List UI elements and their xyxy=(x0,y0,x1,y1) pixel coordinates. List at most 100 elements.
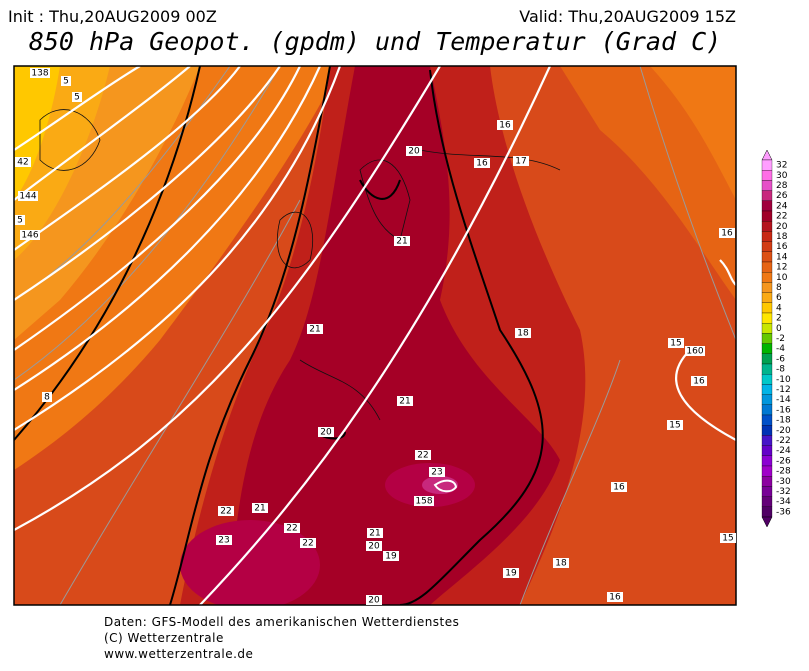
legend-swatch xyxy=(761,363,773,375)
map-title: 850 hPa Geopot. (gpdm) und Temperatur (G… xyxy=(29,27,721,56)
legend-label: -28 xyxy=(776,467,791,477)
legend-label: 12 xyxy=(776,263,787,273)
contour-label: 17 xyxy=(515,157,526,167)
contour-label: 22 xyxy=(220,507,231,517)
legend-swatch xyxy=(761,210,773,222)
contour-label: 21 xyxy=(254,504,265,514)
contour-label: 20 xyxy=(408,147,420,157)
legend-label: -4 xyxy=(776,344,785,354)
legend-label: -34 xyxy=(776,497,791,507)
valid-time: Valid: Thu,20AUG2009 15Z xyxy=(519,7,736,26)
footer-line: www.wetterzentrale.de xyxy=(104,647,253,661)
contour-label: 21 xyxy=(369,529,380,539)
legend-swatch xyxy=(761,353,773,365)
legend-label: 18 xyxy=(776,232,788,242)
legend-swatch xyxy=(761,394,773,405)
legend-swatch xyxy=(761,302,773,314)
legend-arrow-bottom xyxy=(761,516,773,528)
contour-label: 16 xyxy=(613,483,625,493)
contour-label: 21 xyxy=(309,325,320,335)
contour-label: 21 xyxy=(399,397,410,407)
legend-swatch xyxy=(761,231,773,242)
contour-label: 5 xyxy=(63,77,69,87)
legend-swatch xyxy=(761,282,773,293)
legend-label: -24 xyxy=(776,446,791,456)
contour-label: 20 xyxy=(368,596,380,606)
contour-label: 15 xyxy=(722,534,733,544)
legend-label: -8 xyxy=(776,365,785,375)
legend-label: 26 xyxy=(776,191,788,201)
legend-swatch xyxy=(761,221,773,232)
contour-label: 5 xyxy=(74,93,80,103)
contour-label: 23 xyxy=(431,468,442,478)
legend-label: 10 xyxy=(776,273,788,283)
legend-swatch xyxy=(761,455,773,467)
map-labels: 138 5 5 42 144 5 146 8 20 16 16 17 16 21… xyxy=(15,68,736,606)
legend-arrow-top xyxy=(761,149,773,161)
legend-label: -22 xyxy=(776,436,791,446)
legend-label: 32 xyxy=(776,161,787,171)
contour-label: 21 xyxy=(396,237,407,247)
legend-swatch xyxy=(761,159,773,171)
contour-label: 22 xyxy=(302,539,313,549)
legend-label: -2 xyxy=(776,334,785,344)
legend-swatch xyxy=(761,404,773,416)
legend-swatch xyxy=(761,486,773,497)
legend-label: 28 xyxy=(776,181,788,191)
legend-swatch xyxy=(761,261,773,273)
legend-label: -26 xyxy=(776,456,791,466)
contour-label: 20 xyxy=(320,428,332,438)
legend-label: 20 xyxy=(776,222,788,232)
legend-swatch xyxy=(761,190,773,201)
contour-label: 22 xyxy=(286,524,297,534)
legend-swatch xyxy=(761,374,773,385)
contour-label: 18 xyxy=(517,329,529,339)
contour-label: 42 xyxy=(17,158,28,168)
footer-line: Daten: GFS-Modell des amerikanischen Wet… xyxy=(104,615,459,629)
legend-label: -18 xyxy=(776,416,791,426)
contour-label: 18 xyxy=(555,559,567,569)
legend-label: -36 xyxy=(776,507,791,517)
footer-line: (C) Wetterzentrale xyxy=(104,631,224,645)
legend-swatch xyxy=(761,506,773,518)
legend-swatch xyxy=(761,435,773,446)
legend-swatch xyxy=(761,251,773,263)
contour-label: 144 xyxy=(19,192,36,202)
contour-label: 138 xyxy=(31,69,48,79)
legend-swatch xyxy=(761,241,773,252)
legend-label: 8 xyxy=(776,283,782,293)
map: 138 5 5 42 144 5 146 8 20 16 16 17 16 21… xyxy=(13,65,737,606)
contour-label: 19 xyxy=(385,552,397,562)
legend-label: 2 xyxy=(776,314,782,324)
legend-swatch xyxy=(761,333,773,344)
contour-label: 160 xyxy=(686,347,703,357)
contour-label: 16 xyxy=(721,229,733,239)
legend-swatch xyxy=(761,496,773,507)
legend-label: -6 xyxy=(776,354,785,364)
init-time: Init : Thu,20AUG2009 00Z xyxy=(8,7,217,26)
legend-swatch xyxy=(761,343,773,354)
legend-label: 24 xyxy=(776,201,788,211)
contour-label: 5 xyxy=(17,216,23,226)
legend-swatch xyxy=(761,476,773,487)
legend-label: 30 xyxy=(776,171,788,181)
legend-label: 4 xyxy=(776,303,782,313)
contour-label: 16 xyxy=(693,377,705,387)
legend-label: -30 xyxy=(776,477,791,487)
contour-label: 16 xyxy=(609,593,621,603)
legend-label: 6 xyxy=(776,293,782,303)
legend-swatch xyxy=(761,200,773,212)
contour-label: 19 xyxy=(505,569,517,579)
legend-label: 22 xyxy=(776,212,787,222)
contour-label: 16 xyxy=(499,121,511,131)
legend-swatch xyxy=(761,180,773,191)
legend-swatch xyxy=(761,272,773,283)
legend-swatch xyxy=(761,445,773,456)
legend-label: -20 xyxy=(776,426,791,436)
legend-swatch xyxy=(761,465,773,477)
legend-label: -14 xyxy=(776,395,791,405)
legend-swatch xyxy=(761,323,773,334)
legend-label: 0 xyxy=(776,324,782,334)
contour-label: 16 xyxy=(476,159,488,169)
